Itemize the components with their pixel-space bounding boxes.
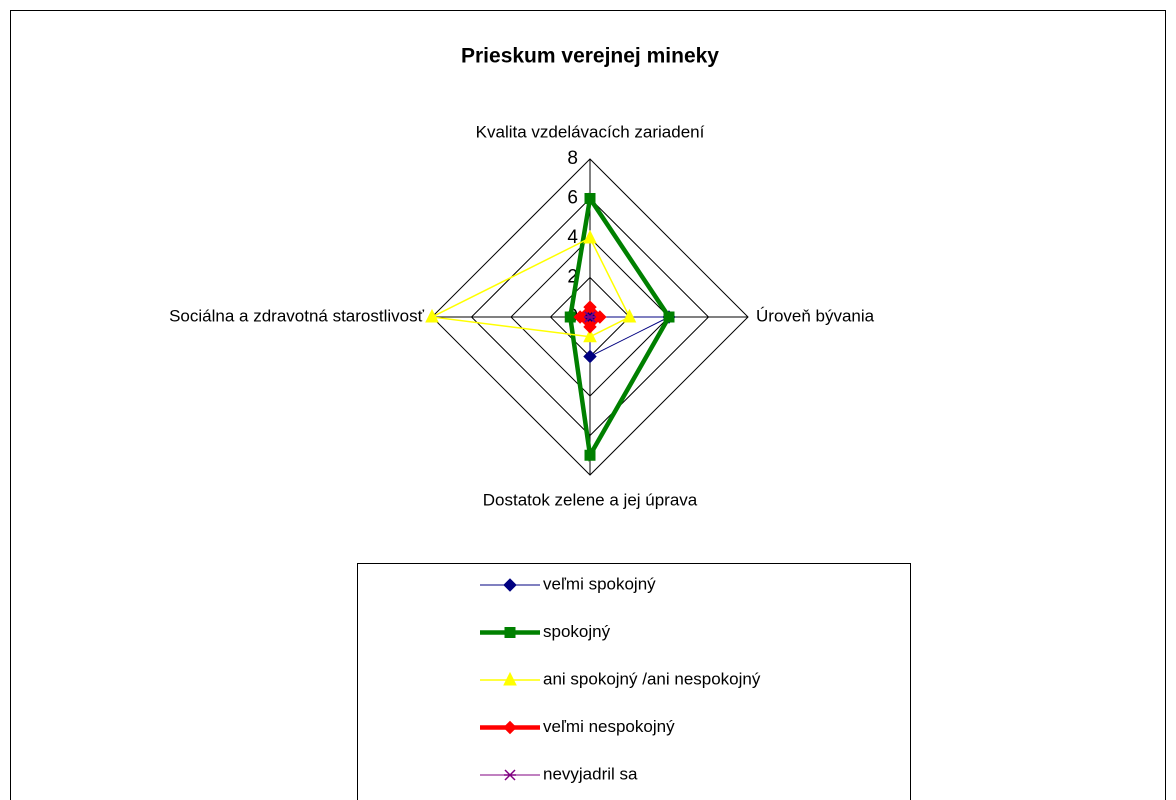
marker bbox=[504, 769, 516, 781]
chart-title: Prieskum verejnej mineky bbox=[461, 45, 719, 68]
marker bbox=[503, 578, 517, 592]
marker bbox=[503, 671, 517, 686]
y-tick-label: 2 bbox=[567, 267, 578, 288]
y-tick-label: 4 bbox=[567, 227, 578, 248]
y-tick-label: 8 bbox=[567, 148, 578, 169]
marker bbox=[583, 320, 597, 334]
legend-label: veľmi spokojný bbox=[543, 574, 656, 593]
category-label: Úroveň bývania bbox=[756, 306, 875, 325]
marker bbox=[583, 300, 597, 314]
marker bbox=[584, 449, 596, 461]
marker bbox=[583, 328, 597, 343]
marker bbox=[584, 311, 596, 323]
legend-label: nevyjadril sa bbox=[543, 764, 638, 783]
marker bbox=[503, 720, 517, 735]
marker bbox=[663, 311, 675, 323]
marker bbox=[593, 310, 607, 324]
category-label: Sociálna a zdravotná starostlivosť bbox=[169, 306, 425, 325]
legend-label: ani spokojný /ani nespokojný bbox=[543, 669, 761, 688]
y-tick-label: 6 bbox=[567, 188, 578, 209]
marker bbox=[504, 627, 516, 638]
marker bbox=[622, 308, 637, 323]
legend-label: veľmi nespokojný bbox=[543, 717, 675, 736]
marker bbox=[573, 310, 587, 324]
legend-label: spokojný bbox=[543, 622, 611, 641]
marker bbox=[583, 349, 597, 364]
marker bbox=[583, 229, 597, 244]
category-label: Dostatok zelene a jej úprava bbox=[483, 490, 698, 509]
category-label: Kvalita vzdelávacích zariadení bbox=[476, 122, 705, 141]
marker bbox=[425, 308, 439, 323]
marker bbox=[584, 193, 596, 204]
legend-box bbox=[357, 563, 911, 800]
